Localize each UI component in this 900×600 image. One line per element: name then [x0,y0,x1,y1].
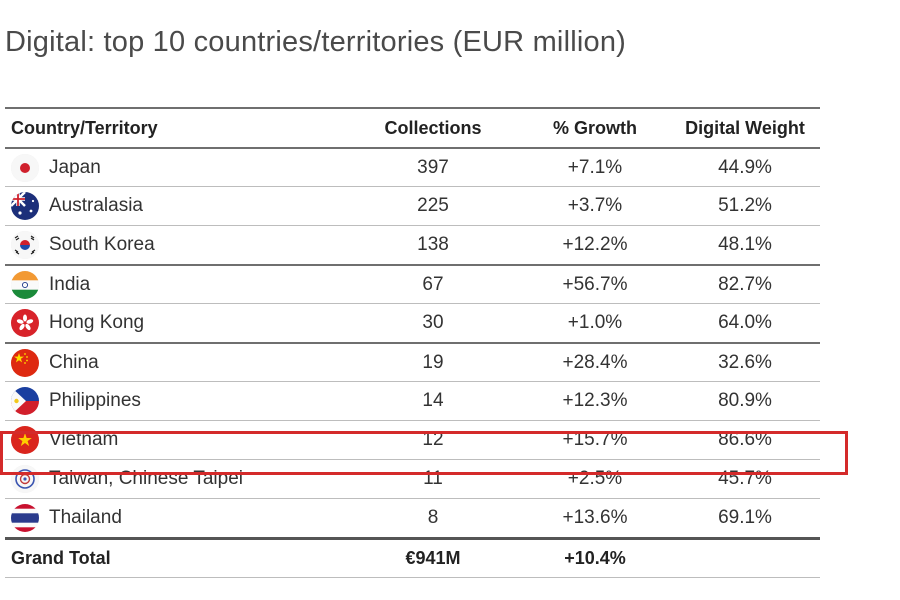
growth-value: +13.6% [530,499,660,537]
collections-value: 14 [375,382,491,420]
collections-value: 11 [375,460,491,498]
table-row: Australasia 225 +3.7% 51.2% [5,186,820,225]
collections-value: 19 [375,344,491,381]
country-name: Japan [49,157,101,179]
header-country: Country/Territory [11,109,158,147]
header-growth: % Growth [530,109,660,147]
country-name: Thailand [49,507,122,529]
country-name: South Korea [49,234,155,256]
collections-value: 397 [375,149,491,186]
weight-value: 80.9% [670,382,820,420]
table-row: Taiwan, Chinese Taipei 11 +2.5% 45.7% [5,459,820,498]
grand-total-row: Grand Total €941M +10.4% [5,537,820,577]
country-name: Taiwan, Chinese Taipei [49,468,243,490]
growth-value: +2.5% [530,460,660,498]
growth-value: +28.4% [530,344,660,381]
table-row: Hong Kong 30 +1.0% 64.0% [5,303,820,342]
table-row: Thailand 8 +13.6% 69.1% [5,498,820,537]
country-name: India [49,274,90,296]
table-row: India 67 +56.7% 82.7% [5,264,820,303]
australia-flag-icon [11,192,39,220]
weight-value: 86.6% [670,421,820,459]
weight-value: 44.9% [670,149,820,186]
table-row: South Korea 138 +12.2% 48.1% [5,225,820,264]
table-row: Vietnam 12 +15.7% 86.6% [5,420,820,459]
south-korea-flag-icon [11,231,39,259]
weight-value: 64.0% [670,304,820,342]
page-title: Digital: top 10 countries/territories (E… [5,26,626,59]
table-row: Philippines 14 +12.3% 80.9% [5,381,820,420]
table-bottom-border [5,577,820,578]
india-flag-icon [11,271,39,299]
collections-value: 138 [375,226,491,264]
weight-value: 69.1% [670,499,820,537]
collections-value: 8 [375,499,491,537]
collections-value: 30 [375,304,491,342]
grand-total-weight [670,540,820,577]
growth-value: +3.7% [530,187,660,225]
philippines-flag-icon [11,387,39,415]
hong-kong-flag-icon [11,309,39,337]
china-flag-icon [11,349,39,377]
country-name: Australasia [49,195,143,217]
japan-flag-icon [11,154,39,182]
collections-value: 67 [375,266,491,303]
table-row: Japan 397 +7.1% 44.9% [5,147,820,186]
country-name: China [49,352,99,374]
collections-value: 225 [375,187,491,225]
header-weight: Digital Weight [670,109,820,147]
growth-value: +12.3% [530,382,660,420]
growth-value: +15.7% [530,421,660,459]
country-name: Hong Kong [49,312,144,334]
grand-total-collections: €941M [375,540,491,577]
weight-value: 32.6% [670,344,820,381]
weight-value: 48.1% [670,226,820,264]
table-row: China 19 +28.4% 32.6% [5,342,820,381]
collections-value: 12 [375,421,491,459]
growth-value: +1.0% [530,304,660,342]
weight-value: 82.7% [670,266,820,303]
table-header-row: Country/Territory Collections % Growth D… [5,107,820,147]
weight-value: 45.7% [670,460,820,498]
grand-total-label: Grand Total [11,540,111,577]
growth-value: +12.2% [530,226,660,264]
weight-value: 51.2% [670,187,820,225]
growth-value: +56.7% [530,266,660,303]
data-table: Country/Territory Collections % Growth D… [5,107,820,578]
growth-value: +7.1% [530,149,660,186]
thailand-flag-icon [11,504,39,532]
taiwan-emblem-icon [11,465,39,493]
country-name: Philippines [49,390,141,412]
country-name: Vietnam [49,429,118,451]
grand-total-growth: +10.4% [530,540,660,577]
vietnam-flag-icon [11,426,39,454]
header-collections: Collections [375,109,491,147]
